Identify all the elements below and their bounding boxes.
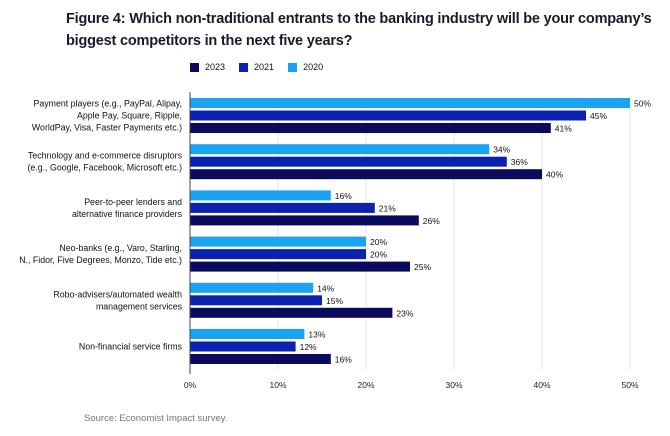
data-label: 40% — [546, 170, 563, 180]
data-label: 45% — [590, 111, 607, 121]
bar-2023 — [190, 354, 331, 364]
data-label: 20% — [370, 237, 387, 247]
category-label: WorldPay, Visa, Faster Payments etc.) — [32, 123, 182, 133]
category-label: Robo-advisers/automated wealth — [53, 289, 182, 299]
data-label: 16% — [335, 355, 352, 365]
bar-2021 — [190, 110, 586, 121]
x-tick-label: 40% — [533, 380, 550, 390]
legend-label-2020: 2020 — [303, 62, 324, 72]
bar-2021 — [190, 295, 322, 306]
bar-2020 — [190, 144, 490, 155]
legend-swatch-2023 — [190, 62, 199, 72]
data-label: 14% — [317, 283, 334, 293]
legend: 2023 2021 2020 — [190, 62, 323, 72]
source-note: Source: Economist Impact survey. — [84, 413, 228, 424]
bar-2021 — [190, 249, 366, 260]
category-label: Neo-banks (e.g., Varo, Starling, — [59, 243, 182, 253]
category-label: Technology and e-commerce disruptors — [28, 151, 183, 161]
category-label: alternative finance providers — [72, 209, 183, 219]
category-label: management services — [96, 301, 183, 311]
data-label: 15% — [326, 296, 343, 306]
x-tick-label: 10% — [269, 380, 286, 390]
bar-2020 — [190, 236, 366, 247]
bar-2020 — [190, 190, 331, 201]
data-label: 34% — [493, 145, 510, 155]
bar-2020 — [190, 282, 314, 293]
legend-swatch-2020 — [288, 62, 298, 72]
bar-2020 — [190, 98, 630, 108]
x-tick-label: 0% — [184, 380, 197, 390]
data-label: 25% — [414, 262, 431, 272]
data-label: 50% — [634, 99, 651, 109]
x-tick-label: 30% — [445, 380, 462, 390]
legend-item-2023: 2023 — [190, 62, 225, 72]
bar-2023 — [190, 123, 551, 133]
category-label: Apple Pay, Square, Ripple, — [77, 111, 182, 121]
legend-item-2021: 2021 — [239, 62, 274, 72]
chart-title: Figure 4: Which non-traditional entrants… — [66, 11, 652, 49]
legend-label-2021: 2021 — [254, 62, 275, 72]
bar-2023 — [190, 215, 419, 226]
legend-label-2023: 2023 — [205, 62, 226, 72]
data-label: 13% — [308, 330, 325, 340]
data-label: 26% — [423, 216, 440, 226]
data-label: 21% — [379, 203, 396, 213]
category-label: Payment players (e.g., PayPal, Alipay, — [34, 99, 182, 109]
x-tick-label: 50% — [621, 380, 638, 390]
bar-2021 — [190, 202, 375, 213]
data-label: 23% — [396, 308, 413, 318]
category-label: Non-financial service firms — [79, 342, 183, 352]
bar-2023 — [190, 169, 542, 180]
legend-item-2020: 2020 — [288, 62, 323, 72]
bar-2023 — [190, 307, 393, 318]
category-label: (e.g., Google, Facebook, Microsoft etc.) — [28, 163, 183, 173]
bar-2021 — [190, 341, 296, 352]
legend-swatch-2021 — [239, 62, 249, 72]
data-label: 20% — [370, 250, 387, 260]
data-label: 16% — [335, 191, 352, 201]
category-label: Peer-to-peer lenders and — [84, 197, 182, 207]
bar-2020 — [190, 329, 305, 339]
data-label: 12% — [300, 342, 317, 352]
category-label: N., Fidor, Five Degrees, Monzo, Tide etc… — [19, 255, 182, 265]
data-label: 41% — [555, 124, 572, 134]
bar-2023 — [190, 261, 410, 272]
bar-2021 — [190, 156, 507, 167]
data-label: 36% — [511, 157, 528, 167]
x-tick-label: 20% — [357, 380, 374, 390]
